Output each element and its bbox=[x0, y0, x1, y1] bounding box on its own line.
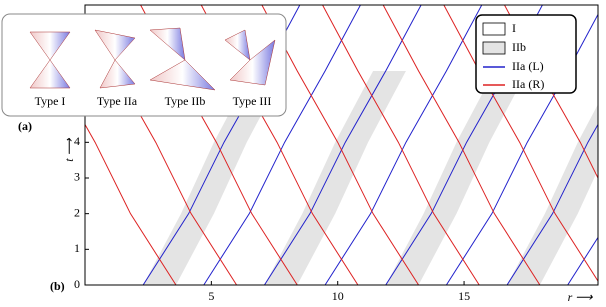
legend-label: I bbox=[512, 21, 516, 35]
legend-swatch bbox=[482, 41, 506, 55]
inset-label: Type III bbox=[233, 94, 272, 108]
curve bbox=[203, 5, 361, 285]
curve bbox=[506, 123, 598, 285]
curve bbox=[85, 123, 177, 285]
curve bbox=[445, 13, 598, 285]
axes-frame bbox=[84, 4, 599, 286]
legend: I IIb IIa (L) IIa (R) bbox=[475, 14, 577, 94]
inset: Type I Type IIa Type IIb Type III bbox=[1, 13, 287, 117]
region bbox=[143, 70, 285, 285]
curve bbox=[324, 5, 483, 285]
region bbox=[507, 104, 598, 285]
y-tick-label: 2 bbox=[74, 205, 80, 219]
cone-type-2b bbox=[149, 27, 216, 91]
y-tick-label: 4 bbox=[74, 134, 80, 148]
curve bbox=[382, 5, 541, 285]
curve bbox=[264, 5, 422, 285]
legend-label: IIa (L) bbox=[512, 59, 544, 73]
panel-label: (a) bbox=[18, 119, 32, 133]
region bbox=[264, 70, 406, 285]
x-tick-label: 15 bbox=[458, 289, 470, 303]
y-tick-label: 0 bbox=[74, 277, 80, 291]
legend-swatch bbox=[482, 22, 506, 36]
cone-type-2a bbox=[94, 29, 136, 89]
inset-label: Type I bbox=[35, 94, 66, 108]
curve bbox=[322, 5, 480, 285]
x-tick-label: 10 bbox=[332, 289, 344, 303]
y-axis-label: t ⟶ bbox=[62, 137, 76, 161]
legend-label: IIa (R) bbox=[512, 77, 544, 91]
legend-label: IIb bbox=[512, 40, 526, 54]
plot-area bbox=[85, 5, 598, 285]
cone-type-3 bbox=[224, 29, 276, 86]
panel-label: (b) bbox=[50, 279, 65, 293]
x-tick-label: 5 bbox=[208, 289, 214, 303]
y-tick-label: 3 bbox=[74, 170, 80, 184]
y-tick-label: 1 bbox=[74, 241, 80, 255]
cone-type-1 bbox=[29, 31, 71, 89]
inset-label: Type IIa bbox=[97, 94, 138, 108]
inset-label: Type IIb bbox=[165, 94, 206, 108]
region bbox=[385, 70, 528, 285]
x-axis-label: r ⟶ bbox=[568, 290, 594, 304]
curve bbox=[443, 5, 598, 282]
inset-box bbox=[1, 13, 287, 117]
